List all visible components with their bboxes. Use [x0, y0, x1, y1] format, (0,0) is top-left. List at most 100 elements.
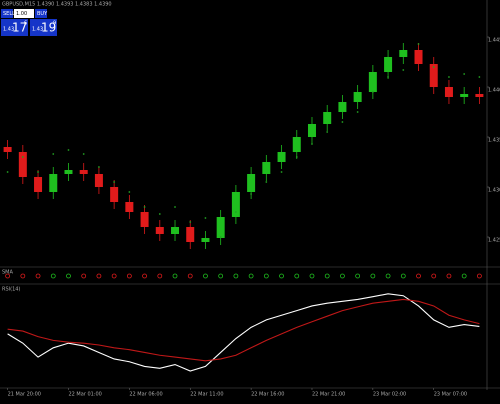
- y-tick-label: 1.4350: [488, 138, 500, 144]
- stop-dot: [265, 181, 268, 183]
- stop-dot: [341, 121, 344, 123]
- signal-dot: [50, 273, 56, 279]
- signal-panel-title: SMA: [2, 270, 13, 276]
- stop-dot: [158, 213, 161, 215]
- stop-dot: [113, 181, 116, 183]
- osc-line: [7, 298, 480, 362]
- stop-dot: [37, 171, 39, 173]
- stop-dot: [402, 69, 405, 71]
- signal-dot: [203, 273, 208, 279]
- candle-body: [338, 102, 347, 112]
- buy-big: 19: [41, 21, 56, 35]
- signal-dot: [416, 273, 421, 279]
- stop-dot: [143, 206, 146, 208]
- sell-sup: 6: [24, 21, 27, 27]
- candle-body: [125, 202, 134, 212]
- stop-dot: [326, 131, 329, 133]
- candle-body: [368, 72, 377, 92]
- candle-body: [277, 152, 286, 162]
- candle-body: [110, 187, 119, 202]
- candle-body: [216, 217, 225, 238]
- candle-body: [140, 212, 149, 227]
- signal-dot: [324, 273, 330, 279]
- candle-body: [460, 94, 469, 97]
- signal-dot: [400, 273, 406, 279]
- signal-dot: [340, 273, 345, 279]
- osc-panel-title: RSI(14): [2, 287, 20, 293]
- buy-button[interactable]: [35, 9, 47, 18]
- signal-dot: [294, 273, 300, 279]
- candle-body: [475, 94, 484, 97]
- x-tick-label: 23 Mar 02:00: [373, 392, 406, 398]
- candle-body: [34, 177, 43, 192]
- x-tick-label: 22 Mar 01:00: [68, 392, 101, 398]
- signal-dot: [233, 273, 239, 279]
- sell-button[interactable]: [1, 9, 13, 18]
- candle-body: [323, 112, 332, 124]
- sell-big: 17: [12, 21, 27, 35]
- signal-dot: [385, 273, 391, 279]
- signal-dot: [20, 273, 26, 279]
- candle-body: [429, 64, 438, 87]
- y-tick-label: 1.4450: [488, 38, 500, 44]
- signal-dot: [431, 273, 437, 279]
- candle-body: [262, 162, 271, 174]
- signal-dot: [218, 273, 224, 279]
- signal-dot: [263, 273, 269, 279]
- x-tick-label: 22 Mar 16:00: [251, 392, 284, 398]
- lot-input[interactable]: [14, 9, 34, 18]
- signal-dot: [355, 273, 361, 279]
- stop-dot: [189, 221, 192, 223]
- candle-body: [231, 192, 240, 217]
- candle-body: [414, 50, 423, 64]
- symbol-caption: GBPUSD,M15 1.4390 1.4393 1.4383 1.4390: [2, 2, 112, 8]
- lot-value: 1.00: [16, 11, 27, 17]
- stop-dot: [387, 76, 389, 78]
- stop-dot: [478, 76, 481, 78]
- stop-dot: [463, 73, 466, 75]
- stop-dot: [432, 66, 435, 68]
- stop-dot: [52, 153, 55, 155]
- stop-dot: [21, 156, 24, 158]
- y-tick-label: 1.4250: [488, 238, 500, 244]
- candle-body: [307, 124, 316, 137]
- candle-body: [79, 170, 88, 174]
- candle-body: [18, 152, 27, 177]
- signal-dot: [5, 273, 11, 279]
- one-click-panel[interactable]: SELL 1.00 BUY 1.43 17 6 1.43 19 9: [1, 9, 57, 36]
- candle-body: [171, 227, 180, 234]
- buy-price-box[interactable]: [30, 19, 57, 36]
- signal-dot: [142, 273, 147, 279]
- stop-dot: [128, 191, 131, 193]
- signal-dot: [476, 273, 482, 279]
- buy-sup: 9: [53, 21, 56, 27]
- candle-body: [247, 174, 256, 192]
- candle-body: [186, 227, 195, 242]
- signal-dot: [66, 273, 71, 279]
- y-tick-label: 1.4400: [488, 88, 500, 94]
- signal-dot: [370, 273, 376, 279]
- signal-dot: [248, 273, 254, 279]
- sell-prefix: 1.43: [3, 27, 14, 33]
- signal-dot: [157, 273, 163, 279]
- sell-price-box[interactable]: [1, 19, 28, 36]
- candle-body: [384, 57, 393, 72]
- signal-dot: [126, 273, 132, 279]
- signal-dot: [279, 273, 284, 279]
- stop-dot: [174, 206, 176, 208]
- x-tick-label: 23 Mar 07:00: [434, 392, 467, 398]
- stop-dot: [295, 156, 298, 158]
- candle-body: [353, 92, 362, 102]
- candle-body: [444, 87, 453, 97]
- stop-dot: [82, 153, 85, 155]
- y-tick-label: 1.4300: [488, 188, 500, 194]
- stop-dot: [417, 43, 420, 45]
- signal-dot: [35, 273, 41, 279]
- stop-dot: [234, 211, 237, 213]
- stop-dot: [311, 143, 313, 145]
- signal-dot: [309, 273, 315, 279]
- candle-body: [292, 137, 301, 152]
- candle-body: [3, 147, 12, 152]
